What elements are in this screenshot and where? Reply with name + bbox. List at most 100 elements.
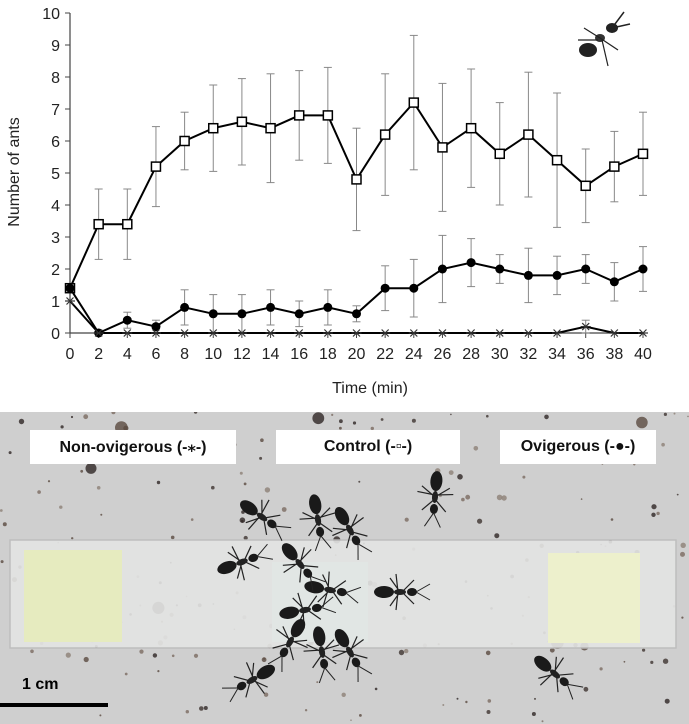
ant: [534, 655, 584, 700]
asterisk-stroke: [295, 329, 304, 337]
debris-speck: [487, 699, 492, 703]
legend-ovigerous: Ovigerous (-●-): [500, 430, 656, 464]
debris-speck: [47, 480, 51, 483]
data-point: [494, 329, 505, 337]
asterisk-stroke: [323, 329, 332, 337]
x-tick-label: 30: [491, 346, 509, 363]
ant-gaster: [309, 494, 322, 515]
debris-speck: [623, 660, 626, 663]
ant-leg: [297, 592, 304, 611]
ant: [299, 494, 336, 552]
ant-head: [429, 503, 438, 514]
debris-speck: [0, 509, 3, 512]
debris-speck: [65, 652, 71, 658]
data-point: [552, 329, 563, 337]
debris-speck: [185, 710, 189, 714]
ant-antenna: [324, 667, 336, 681]
ant-leg: [245, 680, 251, 698]
ant-leg: [259, 499, 270, 517]
debris-speck: [501, 495, 507, 501]
ant: [332, 506, 373, 560]
debris-speck: [610, 518, 614, 521]
data-point: [581, 264, 591, 274]
data-point: [638, 264, 648, 274]
debris-speck: [359, 714, 362, 717]
debris-speck: [70, 415, 74, 419]
asterisk-stroke: [352, 329, 361, 337]
debris-speck: [534, 697, 536, 700]
debris-speck: [583, 686, 589, 692]
x-tick-label: 22: [376, 346, 394, 363]
data-point: [265, 329, 276, 337]
ant-legs: [332, 514, 368, 549]
y-tick-label: 10: [42, 6, 60, 23]
asterisk-stroke: [467, 329, 476, 337]
data-point: [294, 329, 305, 337]
asterisk-stroke: [94, 329, 103, 337]
debris-speck: [80, 469, 84, 473]
y-tick-label: 0: [51, 326, 60, 343]
data-point: [122, 329, 133, 337]
data-point: [180, 302, 190, 312]
x-tick-label: 26: [434, 346, 452, 363]
ant-antenna: [433, 512, 441, 528]
debris-speck: [358, 480, 361, 483]
ant-leg: [317, 512, 336, 519]
debris-speck: [190, 518, 194, 521]
asterisk-stroke: [209, 329, 218, 337]
ant-leg: [435, 493, 454, 496]
ant: [332, 628, 373, 682]
data-point: [150, 329, 161, 337]
debris-speck: [681, 616, 684, 619]
ant-antenna: [424, 512, 435, 527]
ant-gaster: [281, 543, 298, 561]
ant-antenna: [256, 543, 268, 557]
debris-speck: [486, 414, 489, 418]
x-tick-label: 6: [151, 346, 160, 363]
ant: [281, 543, 326, 593]
ant-leg: [272, 643, 290, 649]
data-point: [322, 110, 334, 121]
ant-antenna: [267, 655, 283, 665]
ant-leg: [434, 498, 447, 513]
ant: [279, 592, 337, 629]
ant-gaster: [534, 655, 552, 672]
debris-speck: [580, 498, 583, 500]
ant-leg: [346, 653, 352, 671]
data-point: [351, 329, 362, 337]
ant-leg: [321, 644, 340, 651]
y-tick-label: 6: [51, 134, 60, 151]
ant-leg: [290, 639, 308, 649]
debris-speck: [261, 657, 267, 663]
ant-head: [320, 658, 329, 669]
x-tick-label: 16: [290, 346, 308, 363]
debris-speck: [96, 486, 101, 490]
ant-leg: [346, 531, 352, 549]
ant-antenna: [318, 667, 326, 684]
ant-legs: [332, 636, 368, 671]
debris-speck: [370, 426, 374, 431]
ant-leg: [401, 579, 415, 593]
ant-leg: [245, 662, 255, 680]
debris-speck: [442, 704, 445, 706]
data-point: [551, 154, 563, 166]
debris-speck: [522, 475, 526, 479]
data-point: [179, 329, 190, 337]
ant-leg: [539, 672, 554, 686]
data-point: [409, 283, 419, 293]
debris-speck: [599, 667, 603, 671]
data-point: [122, 218, 133, 230]
debris-speck: [0, 560, 4, 564]
debris-speck: [156, 480, 161, 485]
debris-speck: [651, 512, 656, 517]
series-asterisk: [65, 297, 648, 337]
ant-head: [236, 681, 247, 691]
y-tick-label: 9: [51, 38, 60, 55]
debris-speck: [199, 706, 204, 711]
ant-antenna: [320, 535, 332, 549]
ant-gaster: [240, 500, 258, 516]
data-point: [266, 302, 276, 312]
debris-speck: [450, 413, 452, 416]
ant-antenna: [566, 684, 574, 700]
